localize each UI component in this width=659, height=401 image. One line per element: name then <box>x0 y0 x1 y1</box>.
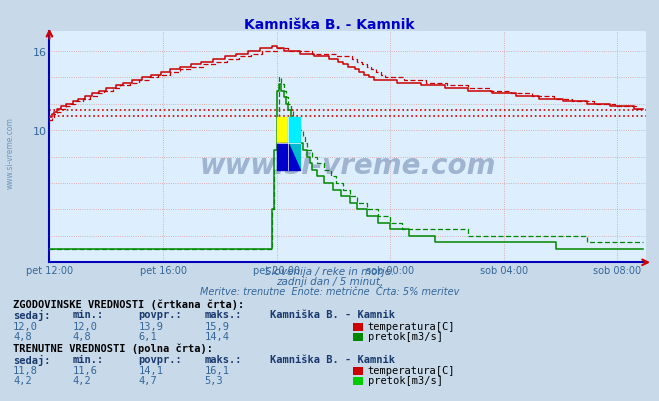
Text: Meritve: trenutne  Enote: metrične  Črta: 5% meritev: Meritve: trenutne Enote: metrične Črta: … <box>200 287 459 297</box>
Text: min.:: min.: <box>72 310 103 320</box>
Text: Kamniška B. - Kamnik: Kamniška B. - Kamnik <box>270 310 395 320</box>
Text: Kamniška B. - Kamnik: Kamniška B. - Kamnik <box>244 18 415 32</box>
Bar <box>277 144 289 170</box>
Text: povpr.:: povpr.: <box>138 354 182 364</box>
Text: 11,8: 11,8 <box>13 365 38 375</box>
Text: www.si-vreme.com: www.si-vreme.com <box>200 152 496 180</box>
Text: www.si-vreme.com: www.si-vreme.com <box>5 117 14 188</box>
Text: 6,1: 6,1 <box>138 331 157 341</box>
Text: temperatura[C]: temperatura[C] <box>368 321 455 331</box>
Text: sedaj:: sedaj: <box>13 354 51 365</box>
Text: maks.:: maks.: <box>204 310 242 320</box>
Text: sedaj:: sedaj: <box>13 310 51 320</box>
Text: Kamniška B. - Kamnik: Kamniška B. - Kamnik <box>270 354 395 364</box>
Text: min.:: min.: <box>72 354 103 364</box>
Text: ZGODOVINSKE VREDNOSTI (črtkana črta):: ZGODOVINSKE VREDNOSTI (črtkana črta): <box>13 298 244 309</box>
Text: 4,2: 4,2 <box>13 375 32 385</box>
Text: 4,2: 4,2 <box>72 375 91 385</box>
Text: 11,6: 11,6 <box>72 365 98 375</box>
Text: 16,1: 16,1 <box>204 365 229 375</box>
Text: Slovenija / reke in morje.: Slovenija / reke in morje. <box>265 267 394 277</box>
Text: 4,8: 4,8 <box>72 331 91 341</box>
Text: 15,9: 15,9 <box>204 321 229 331</box>
Text: 4,8: 4,8 <box>13 331 32 341</box>
Text: povpr.:: povpr.: <box>138 310 182 320</box>
Text: 5,3: 5,3 <box>204 375 223 385</box>
Text: TRENUTNE VREDNOSTI (polna črta):: TRENUTNE VREDNOSTI (polna črta): <box>13 343 213 353</box>
Text: 14,4: 14,4 <box>204 331 229 341</box>
Text: pretok[m3/s]: pretok[m3/s] <box>368 331 443 341</box>
Bar <box>277 118 289 144</box>
Bar <box>289 118 301 144</box>
Text: temperatura[C]: temperatura[C] <box>368 365 455 375</box>
Text: 12,0: 12,0 <box>72 321 98 331</box>
Text: 14,1: 14,1 <box>138 365 163 375</box>
Polygon shape <box>289 144 301 170</box>
Text: zadnji dan / 5 minut.: zadnji dan / 5 minut. <box>276 277 383 287</box>
Text: pretok[m3/s]: pretok[m3/s] <box>368 375 443 385</box>
Text: 13,9: 13,9 <box>138 321 163 331</box>
Text: 4,7: 4,7 <box>138 375 157 385</box>
Polygon shape <box>289 144 301 170</box>
Text: 12,0: 12,0 <box>13 321 38 331</box>
Text: maks.:: maks.: <box>204 354 242 364</box>
